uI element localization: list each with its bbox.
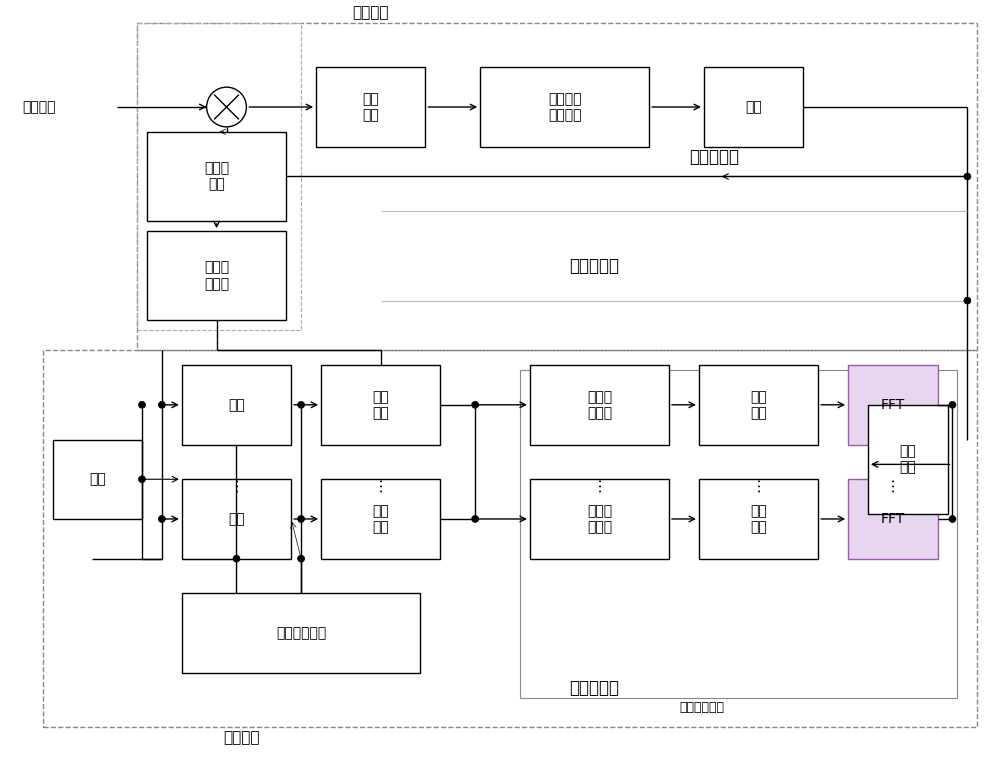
- Text: 解跳模块: 解跳模块: [352, 5, 389, 21]
- Text: ⋯: ⋯: [751, 477, 766, 492]
- Text: 一次
累加: 一次 累加: [372, 504, 389, 534]
- Bar: [137, 23, 301, 331]
- Bar: [480, 68, 649, 147]
- Bar: [848, 365, 938, 445]
- Bar: [321, 365, 440, 445]
- Text: 跳频码相位: 跳频码相位: [570, 257, 620, 275]
- Circle shape: [158, 401, 165, 408]
- Text: 二次
累加: 二次 累加: [750, 504, 767, 534]
- Circle shape: [298, 515, 305, 522]
- Circle shape: [472, 401, 479, 408]
- Text: FFT: FFT: [881, 397, 905, 412]
- Text: 载波多普勒: 载波多普勒: [689, 147, 739, 166]
- Bar: [321, 480, 440, 559]
- Text: ⋯: ⋯: [592, 477, 607, 492]
- Circle shape: [298, 401, 305, 408]
- Circle shape: [298, 556, 305, 562]
- Circle shape: [139, 476, 145, 483]
- Text: ⋯: ⋯: [885, 477, 900, 492]
- Bar: [530, 480, 669, 559]
- Circle shape: [158, 515, 165, 522]
- Bar: [43, 350, 977, 727]
- Bar: [520, 370, 957, 698]
- Text: 跳频相
位旋转: 跳频相 位旋转: [587, 390, 612, 420]
- Circle shape: [207, 87, 246, 127]
- Bar: [868, 405, 948, 514]
- Bar: [182, 594, 420, 673]
- Text: 延时: 延时: [89, 472, 106, 486]
- Bar: [316, 68, 425, 147]
- Bar: [699, 365, 818, 445]
- Text: FFT: FFT: [881, 512, 905, 526]
- Bar: [147, 231, 286, 321]
- Circle shape: [139, 401, 145, 408]
- Text: 二次
累加: 二次 累加: [750, 390, 767, 420]
- Circle shape: [233, 556, 240, 562]
- Circle shape: [949, 515, 956, 522]
- Bar: [137, 23, 977, 350]
- Circle shape: [964, 297, 971, 304]
- Circle shape: [964, 173, 971, 180]
- Bar: [52, 439, 142, 519]
- Bar: [147, 131, 286, 221]
- Bar: [699, 480, 818, 559]
- Text: 数字自动
增益控制: 数字自动 增益控制: [548, 92, 581, 122]
- Text: 扩频码相位: 扩频码相位: [570, 679, 620, 697]
- Bar: [704, 68, 803, 147]
- Circle shape: [472, 515, 479, 522]
- Text: 相关: 相关: [228, 512, 245, 526]
- Text: 频率合
成器: 频率合 成器: [204, 161, 229, 192]
- Text: 低通
滤波: 低通 滤波: [362, 92, 379, 122]
- Text: 本地跳
频图案: 本地跳 频图案: [204, 261, 229, 291]
- Text: ⋯: ⋯: [373, 477, 388, 492]
- Text: 峰值
检测: 峰值 检测: [899, 445, 916, 474]
- Text: ⋯: ⋯: [229, 477, 244, 492]
- Text: 跳频相
位旋转: 跳频相 位旋转: [587, 504, 612, 534]
- Text: 抽取: 抽取: [745, 100, 762, 114]
- Text: 本地直扩码字: 本地直扩码字: [276, 626, 326, 640]
- Text: 跳扩信号: 跳扩信号: [23, 100, 56, 114]
- Text: 解扩模块: 解扩模块: [223, 730, 260, 745]
- Circle shape: [949, 401, 956, 408]
- Bar: [848, 480, 938, 559]
- Text: 一次
累加: 一次 累加: [372, 390, 389, 420]
- Bar: [182, 365, 291, 445]
- Bar: [182, 480, 291, 559]
- Text: 峰值检测模块: 峰值检测模块: [679, 701, 724, 714]
- Text: 相关: 相关: [228, 397, 245, 412]
- Bar: [530, 365, 669, 445]
